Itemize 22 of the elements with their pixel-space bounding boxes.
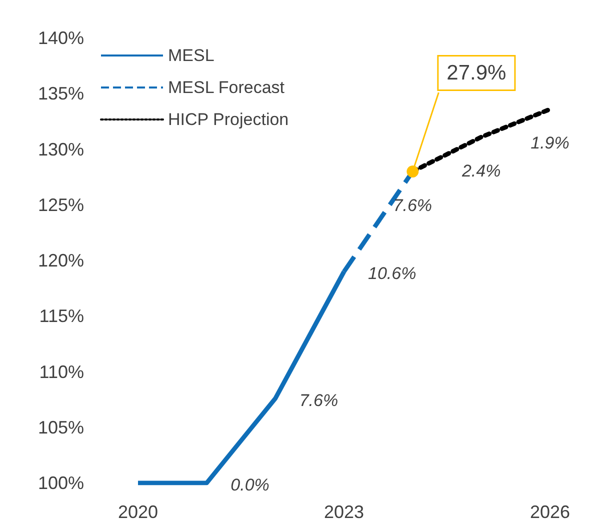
legend-label: MESL Forecast bbox=[168, 78, 285, 97]
annotation: 27.9% bbox=[446, 62, 506, 84]
y-tick-label: 135% bbox=[38, 84, 84, 104]
annotation: 10.6% bbox=[368, 264, 416, 284]
y-tick-label: 100% bbox=[38, 473, 84, 493]
y-tick-label: 110% bbox=[39, 362, 84, 382]
legend-label: MESL bbox=[168, 46, 214, 65]
y-tick-label: 105% bbox=[38, 417, 84, 438]
y-tick-label: 140% bbox=[38, 28, 84, 48]
y-tick-label: 125% bbox=[38, 194, 84, 215]
annotation: 7.6% bbox=[299, 390, 338, 410]
x-tick-label: 2026 bbox=[530, 502, 570, 522]
y-tick-label: 120% bbox=[38, 250, 84, 270]
x-tick-label: 2020 bbox=[118, 502, 158, 522]
annotation: 1.9% bbox=[530, 134, 570, 153]
annotation: 0.0% bbox=[230, 476, 270, 494]
annotation: 7.6% bbox=[393, 196, 432, 215]
y-tick-label: 130% bbox=[38, 139, 84, 160]
y-tick-label: 115% bbox=[39, 306, 84, 326]
x-tick-label: 2023 bbox=[324, 502, 364, 522]
legend-label: HICP Projection bbox=[168, 110, 289, 129]
annotation: 2.4% bbox=[460, 162, 501, 181]
